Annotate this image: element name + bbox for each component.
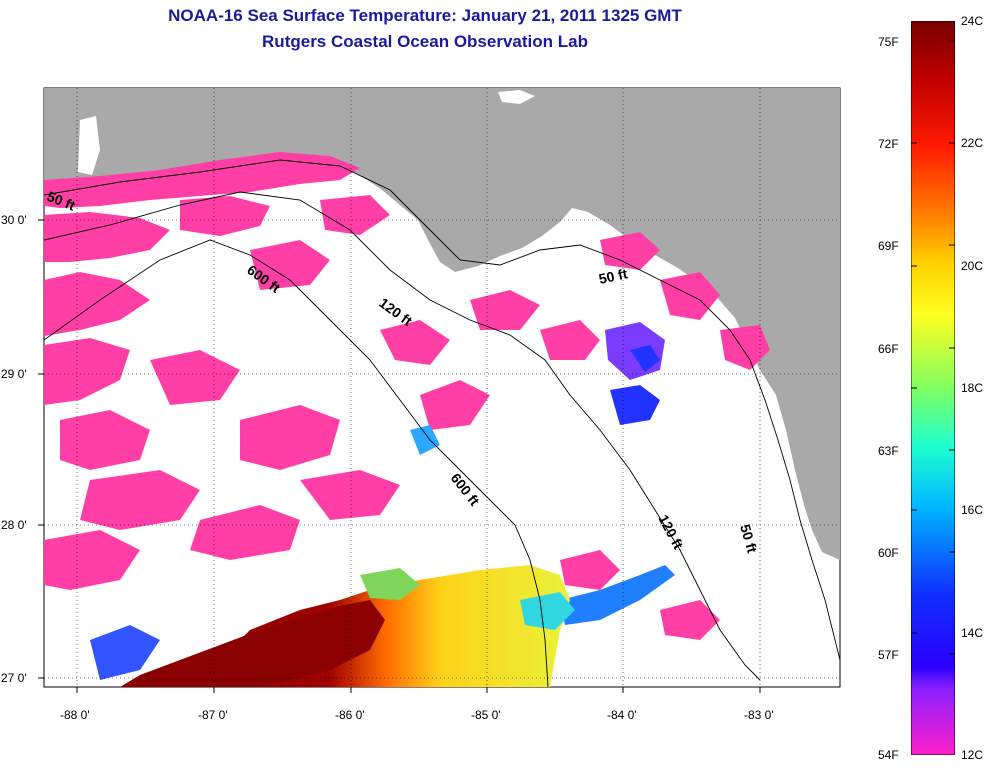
lake-okeechobee xyxy=(498,90,535,104)
lon-tick-label: -83 0' xyxy=(744,708,774,722)
fahrenheit-label: 60F xyxy=(878,546,899,560)
land-mass xyxy=(44,88,840,560)
lon-tick-label: -85 0' xyxy=(471,708,501,722)
lon-tick-label: -87 0' xyxy=(198,708,228,722)
lat-tick-label: 27 0' xyxy=(1,671,27,685)
lat-tick-label: 29 0' xyxy=(1,367,27,381)
fahrenheit-label: 75F xyxy=(878,35,899,49)
mobile-bay xyxy=(78,116,100,175)
celsius-label: 12C xyxy=(961,748,984,762)
warm-core xyxy=(120,600,385,687)
axis-ticks xyxy=(38,219,761,693)
lon-tick-label: -88 0' xyxy=(60,708,90,722)
green-fringe xyxy=(360,568,420,600)
coastal-bay xyxy=(520,236,565,262)
lat-tick-label: 28 0' xyxy=(1,518,27,532)
blue-fringe xyxy=(90,625,160,680)
cloud-cover xyxy=(44,152,770,640)
temperature-colorbar xyxy=(911,21,955,755)
contour-label-50-ft-southeast: 50 ft xyxy=(737,522,760,554)
fahrenheit-label: 69F xyxy=(878,239,899,253)
celsius-label: 18C xyxy=(961,381,984,395)
fahrenheit-label: 63F xyxy=(878,444,899,458)
contour-600ft xyxy=(44,239,549,687)
lat-tick-label: 30 0' xyxy=(1,213,27,227)
celsius-label: 16C xyxy=(961,503,984,517)
bathymetry-contours xyxy=(44,159,840,687)
contour-120ft xyxy=(44,191,761,681)
contour-label-50-ft-east: 50 ft xyxy=(597,265,629,287)
celsius-label: 20C xyxy=(961,259,984,273)
lon-tick-label: -86 0' xyxy=(335,708,365,722)
lon-tick-label: -84 0' xyxy=(607,708,637,722)
map-subtitle: Rutgers Coastal Ocean Observation Lab xyxy=(262,32,588,51)
celsius-label: 22C xyxy=(961,136,984,150)
fahrenheit-label: 66F xyxy=(878,342,899,356)
fahrenheit-label: 57F xyxy=(878,648,899,662)
fahrenheit-label: 54F xyxy=(878,748,899,762)
contour-50ft xyxy=(44,159,840,661)
cyan-fringe xyxy=(520,592,575,630)
grid xyxy=(44,88,840,687)
cool-water-patches xyxy=(410,322,675,625)
celsius-label: 24C xyxy=(961,14,984,28)
fahrenheit-label: 72F xyxy=(878,137,899,151)
celsius-label: 14C xyxy=(961,626,984,640)
map-title: NOAA-16 Sea Surface Temperature: January… xyxy=(168,6,682,25)
